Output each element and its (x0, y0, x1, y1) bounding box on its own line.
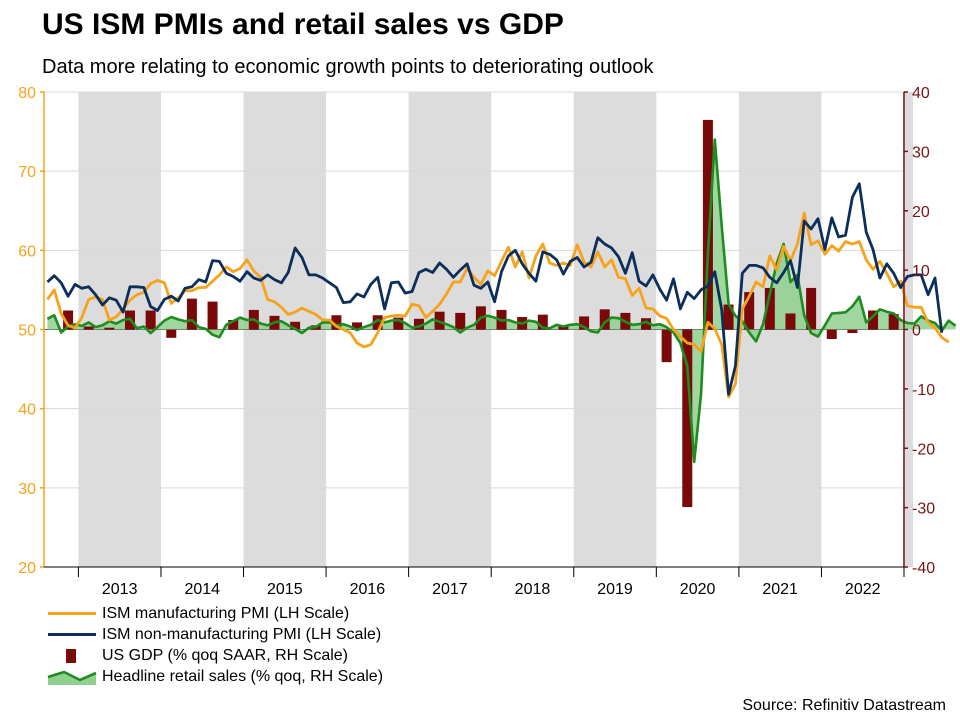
gdp-bar (888, 314, 899, 330)
left-tick-label: 20 (18, 560, 36, 577)
legend-area-swatch (48, 671, 96, 685)
legend-label-retail: Headline retail sales (% qoq, RH Scale) (102, 667, 384, 685)
x-tick-label: 2014 (184, 581, 220, 598)
retail-sales-line (46, 138, 957, 464)
legend-item-ism-services: ISM non-manufacturing PMI (LH Scale) (46, 624, 383, 645)
x-tick-label: 2013 (102, 581, 138, 598)
gdp-bar (744, 292, 755, 330)
gdp-bar (393, 317, 404, 330)
gdp-bar (83, 326, 94, 330)
x-tick-label: 2020 (680, 581, 716, 598)
ism-manufacturing-line (46, 211, 950, 399)
gdp-bar (186, 298, 197, 330)
gdp-bar (868, 310, 879, 330)
legend-key-gdp (46, 646, 98, 666)
gdp-bar (682, 329, 693, 508)
gdp-bar (207, 301, 218, 330)
legend-item-retail: Headline retail sales (% qoq, RH Scale) (46, 666, 383, 687)
left-tick-label: 60 (18, 243, 36, 260)
gdp-bar (290, 321, 301, 330)
legend: ISM manufacturing PMI (LH Scale) ISM non… (46, 603, 383, 687)
gdp-bar (372, 315, 383, 330)
right-tick-label: -40 (912, 560, 935, 577)
gdp-bar (63, 310, 74, 330)
gdp-bar (847, 329, 858, 334)
source-note: Source: Refinitiv Datastream (742, 697, 946, 714)
left-tick-label: 40 (18, 402, 36, 419)
legend-item-gdp: US GDP (% qoq SAAR, RH Scale) (46, 645, 383, 666)
gdp-bar (723, 304, 734, 330)
gdp-bar (785, 313, 796, 330)
legend-key-ism-manufacturing (46, 604, 98, 624)
gdp-bar (166, 329, 177, 338)
x-tick-label: 2018 (515, 581, 551, 598)
left-tick-label: 30 (18, 481, 36, 498)
gdp-bar (702, 119, 713, 330)
gdp-bar (413, 318, 424, 330)
x-tick-label: 2019 (597, 581, 633, 598)
x-tick-label: 2022 (845, 581, 881, 598)
right-tick-label: 40 (912, 85, 930, 102)
gdp-bar (228, 320, 239, 330)
right-tick-label: 30 (912, 144, 930, 161)
pmi-lines (46, 138, 957, 464)
right-tick-label: 10 (912, 263, 930, 280)
x-tick-label: 2021 (762, 581, 798, 598)
chart-title: US ISM PMIs and retail sales vs GDP (42, 8, 564, 41)
gdp-bar (352, 322, 363, 330)
gdp-bar (641, 318, 651, 330)
gdp-bar (331, 315, 342, 330)
gdp-bar (145, 310, 156, 330)
gdp-bar (579, 316, 590, 330)
x-tick-label: 2015 (267, 581, 303, 598)
legend-key-ism-services (46, 625, 98, 645)
x-tick-label: 2016 (350, 581, 386, 598)
gdp-bar (826, 329, 837, 339)
left-tick-label: 80 (18, 85, 36, 102)
chart-subtitle: Data more relating to economic growth po… (42, 56, 654, 78)
ism-services-line (46, 182, 944, 396)
legend-label-ism-services: ISM non-manufacturing PMI (LH Scale) (102, 625, 382, 643)
legend-item-ism-manufacturing: ISM manufacturing PMI (LH Scale) (46, 603, 383, 624)
gdp-bar (661, 329, 672, 363)
x-tick-label: 2017 (432, 581, 468, 598)
gdp-bar (537, 314, 548, 330)
right-tick-label: -30 (912, 501, 935, 518)
right-tick-label: 0 (912, 323, 921, 340)
gdp-bar (104, 327, 115, 330)
right-tick-label: -20 (912, 441, 935, 458)
right-tick-label: -10 (912, 382, 935, 399)
axes: 20 30 40 50 60 70 80 -40 -30 -20 -10 0 10 20 30 40 2013 2… (18, 85, 935, 598)
left-tick-label: 70 (18, 164, 36, 181)
left-tick-label: 50 (18, 323, 36, 340)
legend-label-gdp: US GDP (% qoq SAAR, RH Scale) (102, 646, 349, 664)
gdp-bar (455, 312, 466, 330)
gdp-bar (806, 287, 817, 330)
legend-key-retail (46, 667, 98, 687)
right-tick-label: 20 (912, 204, 930, 221)
legend-label-ism-manufacturing: ISM manufacturing PMI (LH Scale) (102, 604, 350, 622)
gdp-bar (764, 287, 775, 330)
legend-line-swatch (47, 670, 97, 681)
gdp-bar (599, 309, 610, 330)
